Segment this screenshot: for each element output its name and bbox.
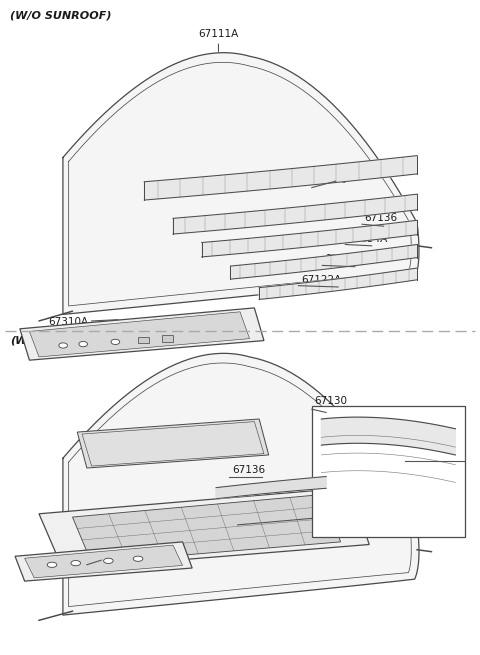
Ellipse shape — [79, 341, 87, 346]
Polygon shape — [39, 487, 369, 569]
Ellipse shape — [59, 343, 67, 348]
Ellipse shape — [104, 558, 113, 563]
Polygon shape — [77, 419, 269, 468]
Text: 67110: 67110 — [407, 451, 440, 461]
Bar — [162, 335, 173, 342]
Text: 67310A: 67310A — [48, 317, 89, 328]
Text: 67130: 67130 — [314, 175, 347, 185]
Ellipse shape — [71, 561, 81, 566]
Polygon shape — [24, 545, 182, 578]
Polygon shape — [216, 477, 326, 498]
Text: 67132A: 67132A — [324, 254, 365, 264]
Text: 67130: 67130 — [314, 396, 347, 406]
Text: 67134A: 67134A — [348, 234, 388, 244]
Text: 67122A: 67122A — [301, 275, 341, 285]
Polygon shape — [29, 312, 250, 357]
Polygon shape — [230, 244, 417, 279]
Polygon shape — [202, 220, 417, 257]
Polygon shape — [312, 406, 465, 536]
Text: (W/O SUNROOF): (W/O SUNROOF) — [10, 10, 112, 20]
Polygon shape — [144, 156, 417, 200]
Text: 67136: 67136 — [232, 465, 265, 476]
Bar — [138, 337, 149, 343]
Polygon shape — [63, 52, 419, 314]
Text: 67136: 67136 — [364, 213, 397, 223]
Ellipse shape — [111, 339, 120, 345]
Polygon shape — [15, 542, 192, 581]
Ellipse shape — [133, 556, 143, 561]
Text: (W/SUNROOF): (W/SUNROOF) — [10, 335, 98, 345]
Polygon shape — [20, 308, 264, 360]
Text: 67310A: 67310A — [40, 563, 80, 572]
Polygon shape — [322, 417, 456, 455]
Ellipse shape — [47, 562, 57, 567]
Text: 67111A: 67111A — [198, 29, 239, 39]
Polygon shape — [173, 194, 417, 234]
Text: 67115: 67115 — [206, 526, 240, 536]
Polygon shape — [72, 494, 340, 563]
Polygon shape — [259, 268, 417, 299]
Polygon shape — [63, 353, 419, 615]
